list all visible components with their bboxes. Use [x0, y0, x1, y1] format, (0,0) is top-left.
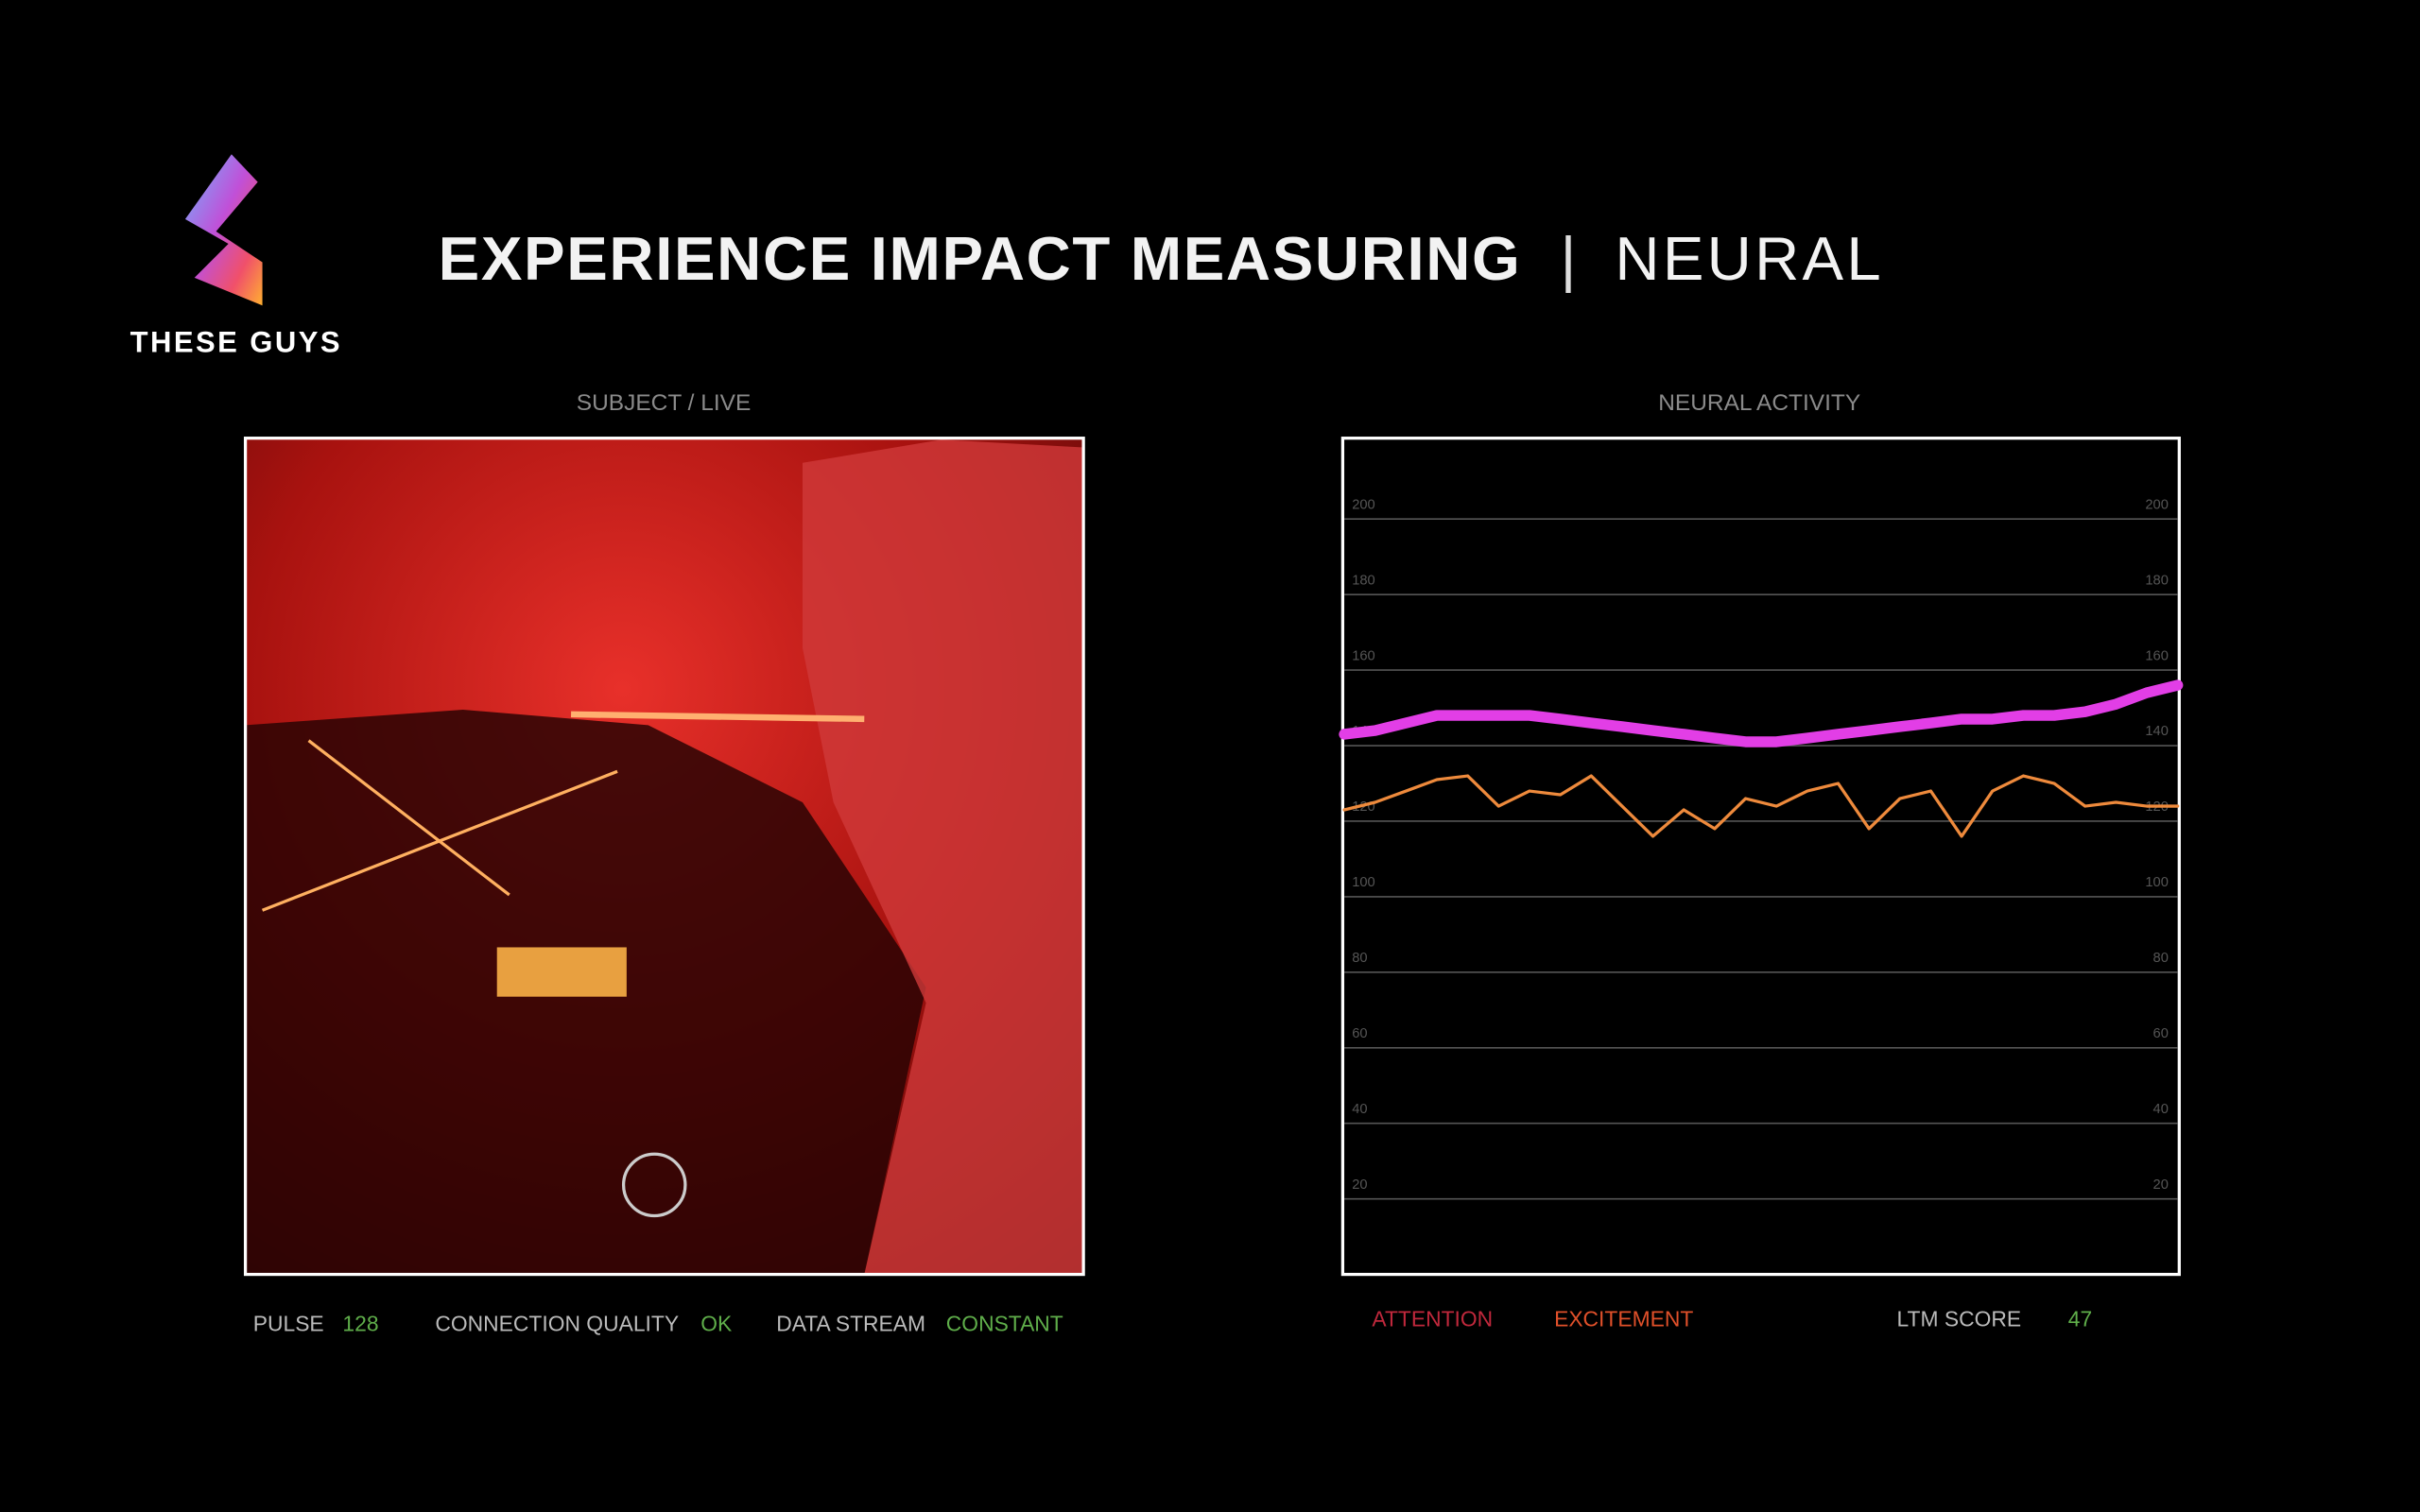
stat-value: OK — [700, 1311, 732, 1335]
y-tick-label-right: 80 — [2153, 951, 2169, 966]
legend-entry: EXCITEMENT — [1554, 1307, 1693, 1332]
y-tick-label: 200 — [1352, 497, 1375, 512]
stat-value: 128 — [342, 1311, 378, 1335]
y-tick-label: 80 — [1352, 951, 1367, 966]
ltm-value: 47 — [2068, 1307, 2092, 1332]
y-tick-label-right: 160 — [2145, 648, 2169, 663]
separator: | — [1560, 224, 1576, 293]
y-tick-label-right: 200 — [2145, 497, 2169, 512]
y-tick-label: 60 — [1352, 1026, 1367, 1041]
series-line — [1339, 679, 2184, 747]
light-streak — [571, 711, 865, 723]
subtitle: NEURAL — [1615, 224, 1883, 293]
stat-label: CONNECTION QUALITY — [435, 1311, 679, 1335]
light-streak — [307, 739, 510, 897]
title: EXPERIENCE IMPACT MEASURING — [439, 224, 1522, 293]
series-line — [1342, 774, 2180, 838]
qr-code — [496, 947, 627, 997]
person-shape — [802, 439, 1084, 1275]
video-border — [243, 437, 1085, 1277]
y-tick-label-right: 180 — [2145, 573, 2169, 588]
light-streak — [261, 769, 618, 912]
page-title: EXPERIENCE IMPACT MEASURING | NEURAL — [439, 224, 1884, 293]
panel-label: SUBJECT / LIVE — [577, 390, 751, 416]
y-tick-label: 180 — [1352, 573, 1375, 588]
stat-label: DATA STREAM — [776, 1311, 925, 1335]
stat-value: CONSTANT — [946, 1311, 1063, 1335]
video-stats: PULSE 128 CONNECTION QUALITY OK DATA STREAM C… — [253, 1311, 1063, 1335]
y-tick-label-right: 140 — [2145, 724, 2169, 739]
y-tick-label: 160 — [1352, 648, 1375, 663]
y-tick-label: 40 — [1352, 1102, 1367, 1117]
stat-label: PULSE — [253, 1311, 324, 1335]
y-tick-label: 20 — [1352, 1177, 1367, 1193]
chart-frame — [1340, 437, 2181, 1277]
y-tick-label-right: 40 — [2153, 1102, 2169, 1117]
y-tick-label-right: 60 — [2153, 1026, 2169, 1041]
legend-entry: ATTENTION — [1372, 1307, 1493, 1332]
y-tick-label-right: 100 — [2145, 875, 2169, 890]
video-feed — [243, 437, 1085, 1277]
chart-title: NEURAL ACTIVITY — [1658, 390, 1860, 416]
brand: THESE GUYS — [130, 325, 342, 358]
ltm-label: LTM SCORE — [1897, 1307, 2022, 1332]
y-tick-label-right: 20 — [2153, 1177, 2169, 1193]
car-badge — [621, 1152, 687, 1218]
y-tick-label: 100 — [1352, 875, 1375, 890]
logo-mark — [184, 154, 263, 306]
